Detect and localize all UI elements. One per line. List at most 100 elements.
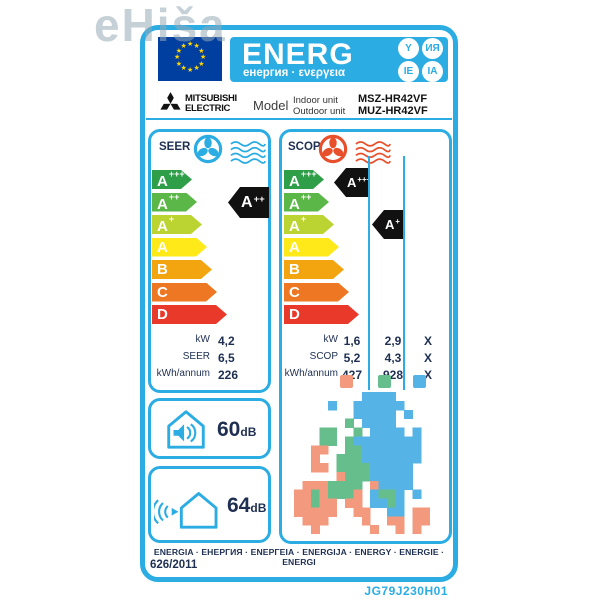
eu-star-icon: ★ (180, 42, 187, 50)
map-pixel (404, 445, 414, 455)
map-pixel (302, 480, 312, 491)
map-pixel (404, 480, 414, 491)
map-pixel (327, 400, 337, 411)
value-label: kWh/annum (284, 368, 338, 379)
map-pixel (378, 498, 388, 508)
map-pixel (404, 463, 414, 473)
map-pixel (370, 400, 380, 411)
zone-value: X (423, 368, 432, 382)
map-pixel (319, 516, 329, 526)
outdoor-db-unit: dB (250, 501, 267, 515)
map-pixel (378, 480, 388, 491)
value-number: 4,2 (218, 334, 235, 348)
map-pixel (344, 436, 354, 446)
map-pixel (302, 516, 312, 526)
energy-class-label: C (289, 283, 300, 301)
map-pixel (344, 471, 354, 482)
watermark: eHiša (94, 0, 227, 51)
map-pixel (370, 480, 380, 491)
map-pixel (310, 516, 320, 526)
map-pixel (310, 454, 320, 464)
energy-class-bar: A (284, 238, 339, 257)
map-pixel (344, 418, 354, 429)
energy-class-label: B (289, 261, 300, 278)
cooling-class-indicator: A ++ (228, 187, 269, 218)
energy-class-bar: D (152, 305, 227, 324)
map-pixel (412, 436, 422, 446)
map-pixel (353, 409, 363, 420)
map-pixel (361, 507, 371, 517)
eu-star-icon: ★ (200, 54, 207, 61)
value-row: kW 1,6 2,9 X (282, 334, 449, 351)
energy-class-label: D (157, 306, 168, 323)
map-pixel (336, 480, 346, 491)
map-pixel (387, 409, 397, 420)
map-pixel (344, 445, 354, 455)
map-pixel (395, 471, 405, 482)
map-pixel (387, 498, 397, 508)
map-pixel (378, 489, 388, 500)
zone-value: 1,6 (343, 334, 361, 348)
outdoor-unit-label: Outdoor unit (293, 106, 346, 117)
map-pixel (378, 454, 388, 464)
model-label: Model (253, 98, 289, 113)
map-pixel (353, 489, 363, 500)
map-pixel (361, 436, 371, 446)
energy-class-bar: C (152, 283, 217, 302)
eu-star-icon: ★ (193, 42, 200, 50)
seer-title: SEER (159, 141, 191, 153)
climate-zone-swatch-average (378, 375, 391, 388)
map-pixel (319, 445, 329, 455)
value-row: SEER 6,5 (151, 351, 268, 368)
map-pixel (421, 507, 431, 517)
class-superscript: +++ (357, 175, 372, 184)
mitsubishi-logo-icon (160, 92, 181, 110)
map-pixel (387, 392, 397, 402)
map-pixel (395, 445, 405, 455)
regulation-number: 626/2011 (150, 559, 198, 571)
map-pixel (370, 392, 380, 402)
map-pixel (294, 498, 303, 508)
zone-value: 4,3 (384, 351, 402, 365)
cooling-class-scale: A+++ A++ A+ A B C D (152, 170, 227, 328)
energy-class-bar: A+ (284, 215, 334, 234)
map-pixel (336, 489, 346, 500)
map-pixel (336, 463, 346, 473)
energy-class-bar: B (284, 260, 344, 279)
map-pixel (395, 489, 405, 500)
map-pixel (395, 525, 405, 534)
map-pixel (387, 463, 397, 473)
map-pixel (361, 516, 371, 526)
outdoor-noise-icon (154, 492, 218, 529)
zone-divider-1 (368, 156, 370, 390)
map-pixel (353, 507, 363, 517)
map-pixel (387, 471, 397, 482)
map-pixel (387, 427, 397, 437)
map-pixel (319, 498, 329, 508)
map-pixel (353, 454, 363, 464)
eu-star-icon: ★ (198, 47, 205, 55)
energy-class-bar: A+ (152, 215, 202, 234)
map-pixel (353, 498, 363, 508)
map-pixel (344, 480, 354, 491)
map-pixel (310, 445, 320, 455)
map-pixel (387, 480, 397, 491)
energy-class-bar: D (284, 305, 359, 324)
map-pixel (387, 489, 397, 500)
map-pixel (412, 454, 422, 464)
map-pixel (361, 418, 371, 429)
scop-title: SCOP (288, 141, 321, 153)
map-pixel (319, 489, 329, 500)
map-pixel (361, 454, 371, 464)
map-pixel (412, 516, 422, 526)
map-pixel (370, 498, 380, 508)
energy-class-bar: A++ (152, 193, 197, 212)
value-label: kWh/annum (156, 368, 210, 379)
map-pixel (421, 516, 431, 526)
map-pixel (310, 463, 320, 473)
energ-language-circle: Y (398, 38, 419, 59)
map-pixel (310, 480, 320, 491)
value-label: kW (323, 334, 338, 345)
map-pixel (404, 471, 414, 482)
